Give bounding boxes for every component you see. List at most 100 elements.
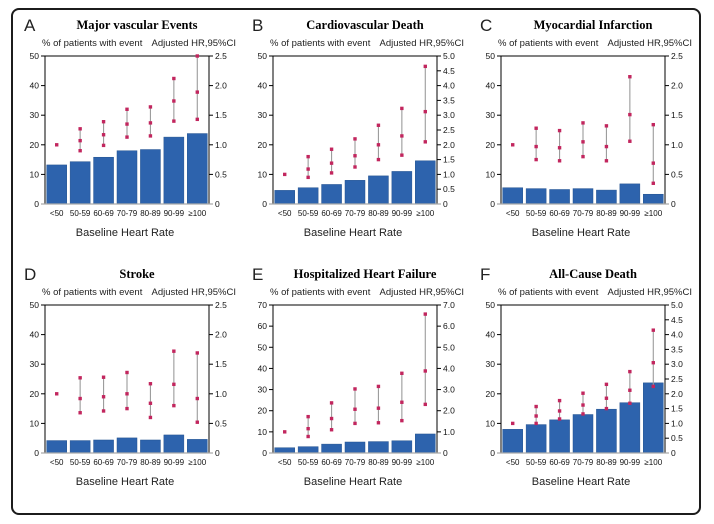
panel-myocardial-infarction: C Myocardial Infarction % of patients wi…	[471, 13, 699, 262]
x-axis-label: Baseline Heart Rate	[75, 227, 175, 239]
svg-text:30: 30	[30, 359, 40, 369]
svg-text:<50: <50	[50, 209, 64, 218]
svg-text:10: 10	[258, 426, 268, 436]
svg-text:60-69: 60-69	[321, 209, 342, 218]
svg-text:0: 0	[671, 448, 676, 458]
svg-text:30: 30	[486, 359, 496, 369]
panel-major-vascular-events: A Major vascular Events % of patients wi…	[15, 13, 243, 262]
svg-text:50: 50	[258, 51, 268, 61]
svg-text:60-69: 60-69	[93, 458, 114, 467]
svg-text:<50: <50	[506, 458, 520, 467]
svg-text:2.0: 2.0	[671, 388, 683, 398]
right-axis-header: Adjusted HR,95%CI	[379, 38, 464, 49]
svg-text:40: 40	[30, 81, 40, 91]
svg-text:2.0: 2.0	[443, 140, 455, 150]
svg-text:70-79: 70-79	[117, 458, 138, 467]
svg-text:2.0: 2.0	[671, 81, 683, 91]
svg-text:70-79: 70-79	[345, 209, 366, 218]
svg-text:40: 40	[486, 329, 496, 339]
panel-header: B Cardiovascular Death	[243, 16, 471, 36]
svg-text:0: 0	[215, 199, 220, 209]
panel-title: Major vascular Events	[76, 18, 198, 32]
svg-text:20: 20	[30, 388, 40, 398]
svg-text:20: 20	[30, 140, 40, 150]
svg-text:60-69: 60-69	[549, 209, 570, 218]
svg-text:50: 50	[486, 300, 496, 310]
svg-text:0.5: 0.5	[215, 169, 227, 179]
svg-text:0: 0	[262, 199, 267, 209]
svg-text:50: 50	[30, 51, 40, 61]
svg-text:90-99: 90-99	[164, 209, 185, 218]
svg-text:50-59: 50-59	[298, 458, 319, 467]
svg-text:80-89: 80-89	[140, 458, 161, 467]
svg-text:1.0: 1.0	[215, 388, 227, 398]
svg-text:40: 40	[258, 363, 268, 373]
svg-text:10: 10	[258, 169, 268, 179]
svg-text:50-59: 50-59	[70, 209, 91, 218]
svg-text:<50: <50	[278, 209, 292, 218]
svg-text:2.0: 2.0	[443, 405, 455, 415]
svg-text:2.5: 2.5	[215, 300, 227, 310]
panel-title: Myocardial Infarction	[533, 18, 653, 32]
svg-text:70: 70	[258, 300, 268, 310]
svg-text:2.0: 2.0	[215, 329, 227, 339]
svg-text:80-89: 80-89	[596, 458, 617, 467]
panel-header: F All-Cause Death	[471, 265, 699, 285]
svg-text:90-99: 90-99	[620, 209, 641, 218]
left-axis-header: % of patients with event	[42, 286, 143, 298]
svg-text:80-89: 80-89	[368, 209, 389, 218]
right-axis-header: Adjusted HR,95%CI	[607, 286, 692, 298]
x-axis-label: Baseline Heart Rate	[75, 475, 175, 488]
svg-text:2.5: 2.5	[443, 125, 455, 135]
svg-text:2.0: 2.0	[215, 81, 227, 91]
panel-header: E Hospitalized Heart Failure	[243, 265, 471, 285]
panel-letter: E	[252, 264, 264, 284]
svg-text:30: 30	[258, 384, 268, 394]
svg-text:90-99: 90-99	[164, 458, 185, 467]
panel-stroke: D Stroke % of patients with event Adjust…	[15, 262, 243, 511]
svg-text:80-89: 80-89	[140, 209, 161, 218]
svg-text:10: 10	[486, 418, 496, 428]
svg-text:1.5: 1.5	[443, 155, 455, 165]
svg-text:50: 50	[258, 342, 268, 352]
svg-text:20: 20	[258, 405, 268, 415]
svg-text:0: 0	[490, 448, 495, 458]
svg-text:1.5: 1.5	[671, 110, 683, 120]
axis-headers: % of patients with event Adjusted HR,95%…	[471, 285, 699, 299]
svg-text:40: 40	[30, 329, 40, 339]
svg-text:1.5: 1.5	[215, 359, 227, 369]
svg-text:70-79: 70-79	[573, 458, 594, 467]
svg-text:≥100: ≥100	[644, 458, 662, 467]
svg-text:0: 0	[443, 448, 448, 458]
svg-text:0.5: 0.5	[671, 433, 683, 443]
svg-text:≥100: ≥100	[416, 458, 434, 467]
svg-text:0: 0	[215, 448, 220, 458]
svg-text:2.5: 2.5	[671, 51, 683, 61]
svg-text:60-69: 60-69	[321, 458, 342, 467]
panel-header: A Major vascular Events	[15, 16, 243, 36]
svg-text:≥100: ≥100	[188, 209, 206, 218]
svg-text:20: 20	[258, 140, 268, 150]
svg-text:4.5: 4.5	[443, 66, 455, 76]
svg-text:40: 40	[258, 81, 268, 91]
svg-text:6.0: 6.0	[443, 321, 455, 331]
svg-text:1.5: 1.5	[215, 110, 227, 120]
svg-text:90-99: 90-99	[392, 458, 413, 467]
panel-all-cause-death: F All-Cause Death % of patients with eve…	[471, 262, 699, 511]
right-axis-header: Adjusted HR,95%CI	[379, 286, 464, 298]
left-axis-header: % of patients with event	[270, 38, 371, 49]
svg-text:0: 0	[443, 199, 448, 209]
figure-border: A Major vascular Events % of patients wi…	[11, 8, 701, 515]
x-axis-label: Baseline Heart Rate	[303, 475, 403, 488]
svg-text:5.0: 5.0	[443, 342, 455, 352]
svg-text:90-99: 90-99	[620, 458, 641, 467]
chart-canvas: 0 10 20 30 40 50 0 0.5 1.0 1.5 2.0 2.5 <50 50-59 60-69…	[30, 300, 228, 467]
x-axis-label: Baseline Heart Rate	[303, 227, 403, 239]
svg-text:50-59: 50-59	[526, 458, 547, 467]
svg-text:0.5: 0.5	[215, 418, 227, 428]
svg-text:2.5: 2.5	[215, 51, 227, 61]
svg-text:1.0: 1.0	[215, 140, 227, 150]
panel-title: All-Cause Death	[549, 266, 637, 281]
svg-text:50: 50	[486, 51, 496, 61]
